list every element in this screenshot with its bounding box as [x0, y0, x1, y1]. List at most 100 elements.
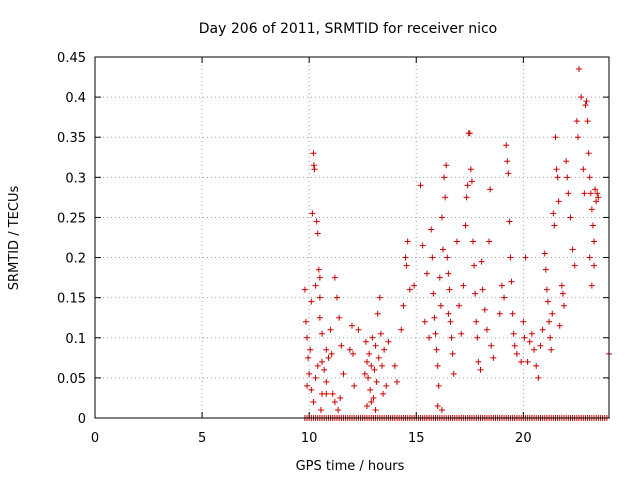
- data-point: [490, 354, 497, 361]
- data-point: [355, 326, 362, 333]
- data-point: [372, 342, 379, 349]
- data-point: [571, 262, 578, 269]
- data-point: [365, 374, 372, 381]
- data-point: [404, 238, 411, 245]
- data-point: [378, 362, 385, 369]
- data-point: [323, 390, 330, 397]
- data-point: [331, 274, 338, 281]
- data-point: [374, 310, 381, 317]
- data-point: [456, 302, 463, 309]
- data-point: [507, 254, 514, 261]
- data-point: [398, 326, 405, 333]
- data-point: [483, 326, 490, 333]
- data-point: [448, 334, 455, 341]
- data-point: [361, 370, 368, 377]
- y-tick-label: 0.05: [57, 372, 86, 387]
- data-point: [591, 238, 598, 245]
- x-tick-label: 15: [408, 431, 425, 446]
- data-point: [426, 334, 433, 341]
- data-point: [468, 178, 475, 185]
- data-point: [561, 302, 568, 309]
- data-point: [351, 382, 358, 389]
- data-point: [363, 402, 370, 409]
- data-point: [346, 346, 353, 353]
- data-point: [308, 386, 315, 393]
- data-points: [301, 66, 612, 421]
- data-point: [496, 310, 503, 317]
- data-point: [446, 286, 453, 293]
- data-point: [528, 330, 535, 337]
- data-point: [472, 290, 479, 297]
- data-point: [310, 150, 317, 157]
- data-point: [505, 170, 512, 177]
- data-point: [510, 330, 517, 337]
- data-point: [462, 222, 469, 229]
- data-point: [556, 322, 563, 329]
- data-point: [366, 350, 373, 357]
- data-point: [586, 254, 593, 261]
- data-point: [445, 310, 452, 317]
- data-point: [400, 302, 407, 309]
- data-point: [437, 302, 444, 309]
- data-point: [541, 250, 548, 257]
- data-point: [478, 258, 485, 265]
- data-point: [434, 402, 441, 409]
- data-point: [350, 350, 357, 357]
- x-tick-label: 20: [515, 431, 532, 446]
- data-point: [467, 166, 474, 173]
- data-point: [368, 362, 375, 369]
- data-point: [313, 218, 320, 225]
- data-point: [435, 382, 442, 389]
- data-point: [338, 342, 345, 349]
- data-point: [470, 238, 477, 245]
- x-axis-label: GPS time / hours: [296, 459, 405, 474]
- data-point: [503, 142, 510, 149]
- data-point: [438, 406, 445, 413]
- data-point: [581, 190, 588, 197]
- x-tick-label: 10: [301, 431, 318, 446]
- data-point: [312, 282, 319, 289]
- data-point: [447, 318, 454, 325]
- data-point: [464, 182, 471, 189]
- y-axis-label: SRMTID / TECUs: [7, 186, 22, 291]
- data-point: [315, 266, 322, 273]
- data-point: [310, 398, 317, 405]
- data-point: [316, 294, 323, 301]
- data-point: [316, 314, 323, 321]
- data-point: [531, 346, 538, 353]
- data-point: [371, 366, 378, 373]
- data-point: [471, 262, 478, 269]
- data-point: [592, 186, 599, 193]
- data-point: [558, 282, 565, 289]
- data-point: [319, 358, 326, 365]
- data-point: [421, 318, 428, 325]
- data-point: [310, 162, 317, 169]
- data-point: [537, 342, 544, 349]
- data-point: [362, 338, 369, 345]
- y-tick-label: 0.2: [65, 252, 86, 267]
- data-point: [402, 254, 409, 261]
- y-tick-label: 0.4: [65, 91, 86, 106]
- data-point: [509, 310, 516, 317]
- data-point: [559, 290, 566, 297]
- data-point: [508, 278, 515, 285]
- data-point: [381, 346, 388, 353]
- data-point: [335, 406, 342, 413]
- data-point: [441, 174, 448, 181]
- y-tick-label: 0.45: [57, 51, 86, 66]
- data-point: [308, 298, 315, 305]
- data-point: [582, 102, 589, 109]
- data-point: [460, 282, 467, 289]
- data-point: [336, 314, 343, 321]
- data-point: [588, 282, 595, 289]
- data-point: [445, 270, 452, 277]
- data-point: [535, 374, 542, 381]
- data-point: [377, 330, 384, 337]
- data-point: [591, 262, 598, 269]
- data-point: [466, 130, 473, 137]
- data-point: [331, 398, 338, 405]
- data-point: [391, 362, 398, 369]
- data-point: [316, 274, 323, 281]
- data-point: [321, 366, 328, 373]
- y-tick-label: 0: [78, 412, 86, 427]
